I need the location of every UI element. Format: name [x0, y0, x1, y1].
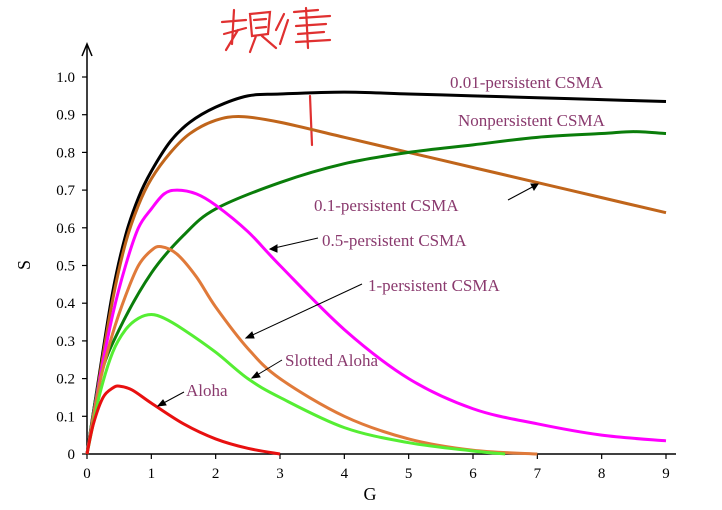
- y-tick-label: 0.1: [56, 409, 75, 425]
- handwritten-note: [220, 6, 332, 147]
- label-0.01-persistent: 0.01-persistent CSMA: [450, 73, 604, 92]
- y-tick-label: 0.9: [56, 108, 75, 124]
- x-tick-label: 4: [341, 466, 349, 482]
- label-slotted-aloha: Slotted Aloha: [285, 351, 378, 370]
- x-tick-label: 8: [598, 466, 606, 482]
- x-tick-label: 5: [405, 466, 413, 482]
- x-axis-title: G: [364, 484, 377, 504]
- y-tick-label: 0: [68, 447, 76, 463]
- series-line-0-01-persistent-csma: [85, 90, 667, 455]
- arrow-0.5-persistent: [269, 237, 319, 250]
- y-tick-label: 0.2: [56, 372, 75, 388]
- x-ticks: 0 1 2 3 4 5 6 7 8 9: [83, 454, 670, 482]
- x-tick-label: 0: [83, 466, 91, 482]
- series-line-0-5-persistent-csma: [85, 188, 667, 455]
- y-tick-label: 0.4: [56, 296, 75, 312]
- y-tick-label: 0.5: [56, 259, 75, 275]
- series-line-1-persistent-csma: [85, 245, 538, 456]
- label-aloha: Aloha: [186, 381, 228, 400]
- y-axis-title: S: [14, 260, 34, 270]
- x-tick-label: 1: [148, 466, 156, 482]
- arrow-1-persistent: [245, 283, 363, 339]
- label-0.5-persistent: 0.5-persistent CSMA: [322, 231, 467, 250]
- y-ticks: 0 0.1 0.2 0.3 0.4 0.5 0.6 0.7 0.8 0.9 1.0: [56, 70, 87, 463]
- series-line-nonpersistent-csma: [85, 115, 667, 455]
- y-tick-label: 0.3: [56, 334, 75, 350]
- y-tick-label: 1.0: [56, 70, 75, 86]
- series-annotations: 0.01-persistent CSMA Nonpersistent CSMA …: [156, 73, 606, 407]
- axes: [81, 42, 676, 455]
- series-lines: [85, 90, 667, 456]
- series-line-0-1-persistent-csma: [85, 130, 667, 455]
- x-tick-label: 3: [276, 466, 284, 482]
- x-tick-label: 6: [469, 466, 477, 482]
- label-1-persistent: 1-persistent CSMA: [368, 276, 500, 295]
- x-tick-label: 7: [534, 466, 542, 482]
- y-axis-arrow: [81, 42, 93, 57]
- y-tick-label: 0.8: [56, 145, 75, 161]
- y-tick-label: 0.6: [56, 221, 75, 237]
- x-tick-label: 9: [662, 466, 670, 482]
- y-tick-label: 0.7: [56, 183, 75, 199]
- series-line-aloha: [85, 384, 281, 456]
- x-tick-label: 2: [212, 466, 220, 482]
- label-nonpersistent: Nonpersistent CSMA: [458, 111, 606, 130]
- series-line-slotted-aloha: [85, 313, 506, 456]
- label-0.1-persistent: 0.1-persistent CSMA: [314, 196, 459, 215]
